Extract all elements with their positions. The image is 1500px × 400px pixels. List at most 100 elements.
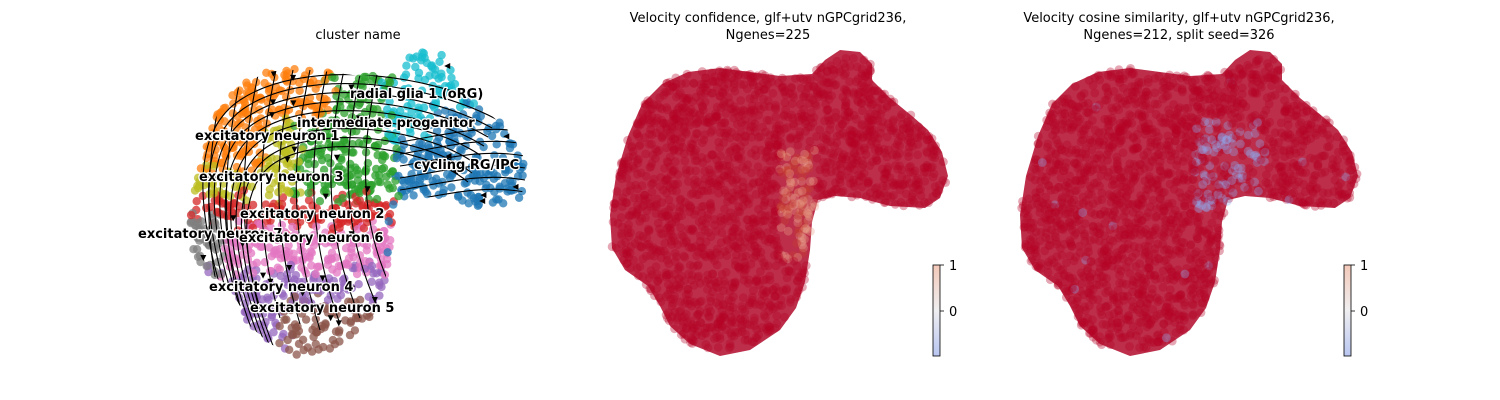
cell-point: [364, 292, 373, 301]
cell-point: [831, 112, 841, 122]
cell-point: [1324, 142, 1334, 152]
cell-point: [706, 127, 716, 137]
cell-point: [431, 97, 440, 106]
cell-point: [1201, 108, 1211, 118]
cell-point: [673, 179, 683, 189]
cell-point: [646, 118, 655, 128]
cell-point: [745, 69, 755, 79]
cell-point: [327, 248, 337, 257]
cell-point: [745, 300, 754, 310]
cell-point: [782, 165, 791, 175]
cell-point: [762, 152, 772, 161]
cell-point: [347, 180, 357, 189]
streamline-arrow: [444, 63, 451, 70]
cell-point: [727, 194, 736, 204]
cell-point: [717, 306, 727, 316]
cell-point: [638, 113, 648, 123]
cell-point: [325, 236, 335, 245]
cell-point: [1236, 139, 1245, 149]
cell-point: [361, 72, 371, 82]
cell-point: [307, 299, 316, 308]
cell-point: [1093, 295, 1103, 305]
cell-point: [633, 169, 642, 179]
cell-point: [655, 246, 664, 255]
cell-point: [706, 307, 715, 316]
cell-point: [708, 287, 718, 297]
cell-point: [759, 258, 769, 268]
cell-point: [777, 168, 787, 178]
cell-point: [215, 197, 224, 206]
cell-point: [808, 118, 818, 128]
cell-point: [705, 323, 715, 332]
cell-point: [892, 140, 902, 149]
cell-point: [612, 187, 622, 196]
cell-point: [895, 185, 905, 195]
cell-point: [291, 271, 301, 280]
cell-point: [863, 112, 873, 122]
cell-point: [1117, 98, 1127, 108]
cell-point: [737, 327, 747, 337]
cell-point: [365, 231, 374, 240]
cell-point: [883, 191, 892, 201]
cell-point: [799, 104, 808, 114]
cell-point: [676, 306, 686, 315]
cell-point: [819, 158, 828, 167]
cell-point: [889, 97, 899, 107]
cell-point: [624, 211, 634, 220]
cell-point: [248, 230, 258, 239]
cell-point: [727, 316, 737, 325]
cell-point: [697, 186, 706, 196]
cell-point: [716, 212, 726, 222]
cell-point: [334, 261, 343, 271]
cell-point: [719, 310, 728, 320]
cell-point: [1109, 206, 1119, 216]
cell-point: [716, 180, 725, 189]
cell-point: [929, 145, 939, 155]
cell-point: [820, 116, 829, 126]
cell-point: [647, 139, 656, 149]
cell-point: [1157, 231, 1167, 241]
cell-point: [647, 187, 657, 197]
cell-point: [771, 100, 780, 110]
cell-point: [291, 204, 300, 213]
cell-point: [641, 171, 651, 181]
cell-point: [728, 188, 737, 198]
cell-point: [652, 284, 662, 293]
streamline: [399, 152, 526, 167]
cell-point: [740, 70, 750, 80]
cell-point: [513, 151, 522, 160]
cell-point: [675, 116, 684, 126]
cell-point: [1151, 109, 1161, 119]
cell-point: [246, 249, 256, 258]
cell-point: [745, 107, 755, 116]
cell-point: [1090, 88, 1100, 98]
cell-point: [832, 56, 842, 66]
cell-point: [294, 157, 303, 166]
streamline-arrow: [334, 154, 341, 161]
cell-point: [1197, 145, 1207, 155]
cell-point: [883, 162, 893, 172]
cell-point: [715, 176, 725, 186]
cell-point: [678, 317, 688, 327]
cell-point: [430, 70, 440, 80]
cell-point: [703, 275, 713, 285]
cell-point: [823, 112, 833, 122]
cell-point: [703, 186, 713, 196]
cell-point: [316, 286, 326, 295]
cell-point: [895, 161, 904, 171]
cell-point: [687, 243, 696, 253]
cell-point: [1158, 239, 1168, 249]
cell-point: [1027, 255, 1037, 265]
cell-point: [1144, 335, 1154, 345]
cell-point: [797, 233, 807, 243]
cell-point: [720, 247, 730, 256]
cell-point: [285, 345, 294, 354]
cell-point: [799, 226, 808, 236]
cell-point: [1186, 241, 1195, 250]
cell-point: [896, 113, 906, 122]
cell-point: [1071, 82, 1080, 91]
cell-point: [692, 156, 702, 166]
cell-point: [849, 165, 859, 175]
cell-point: [760, 195, 770, 205]
cell-point: [1155, 141, 1165, 151]
